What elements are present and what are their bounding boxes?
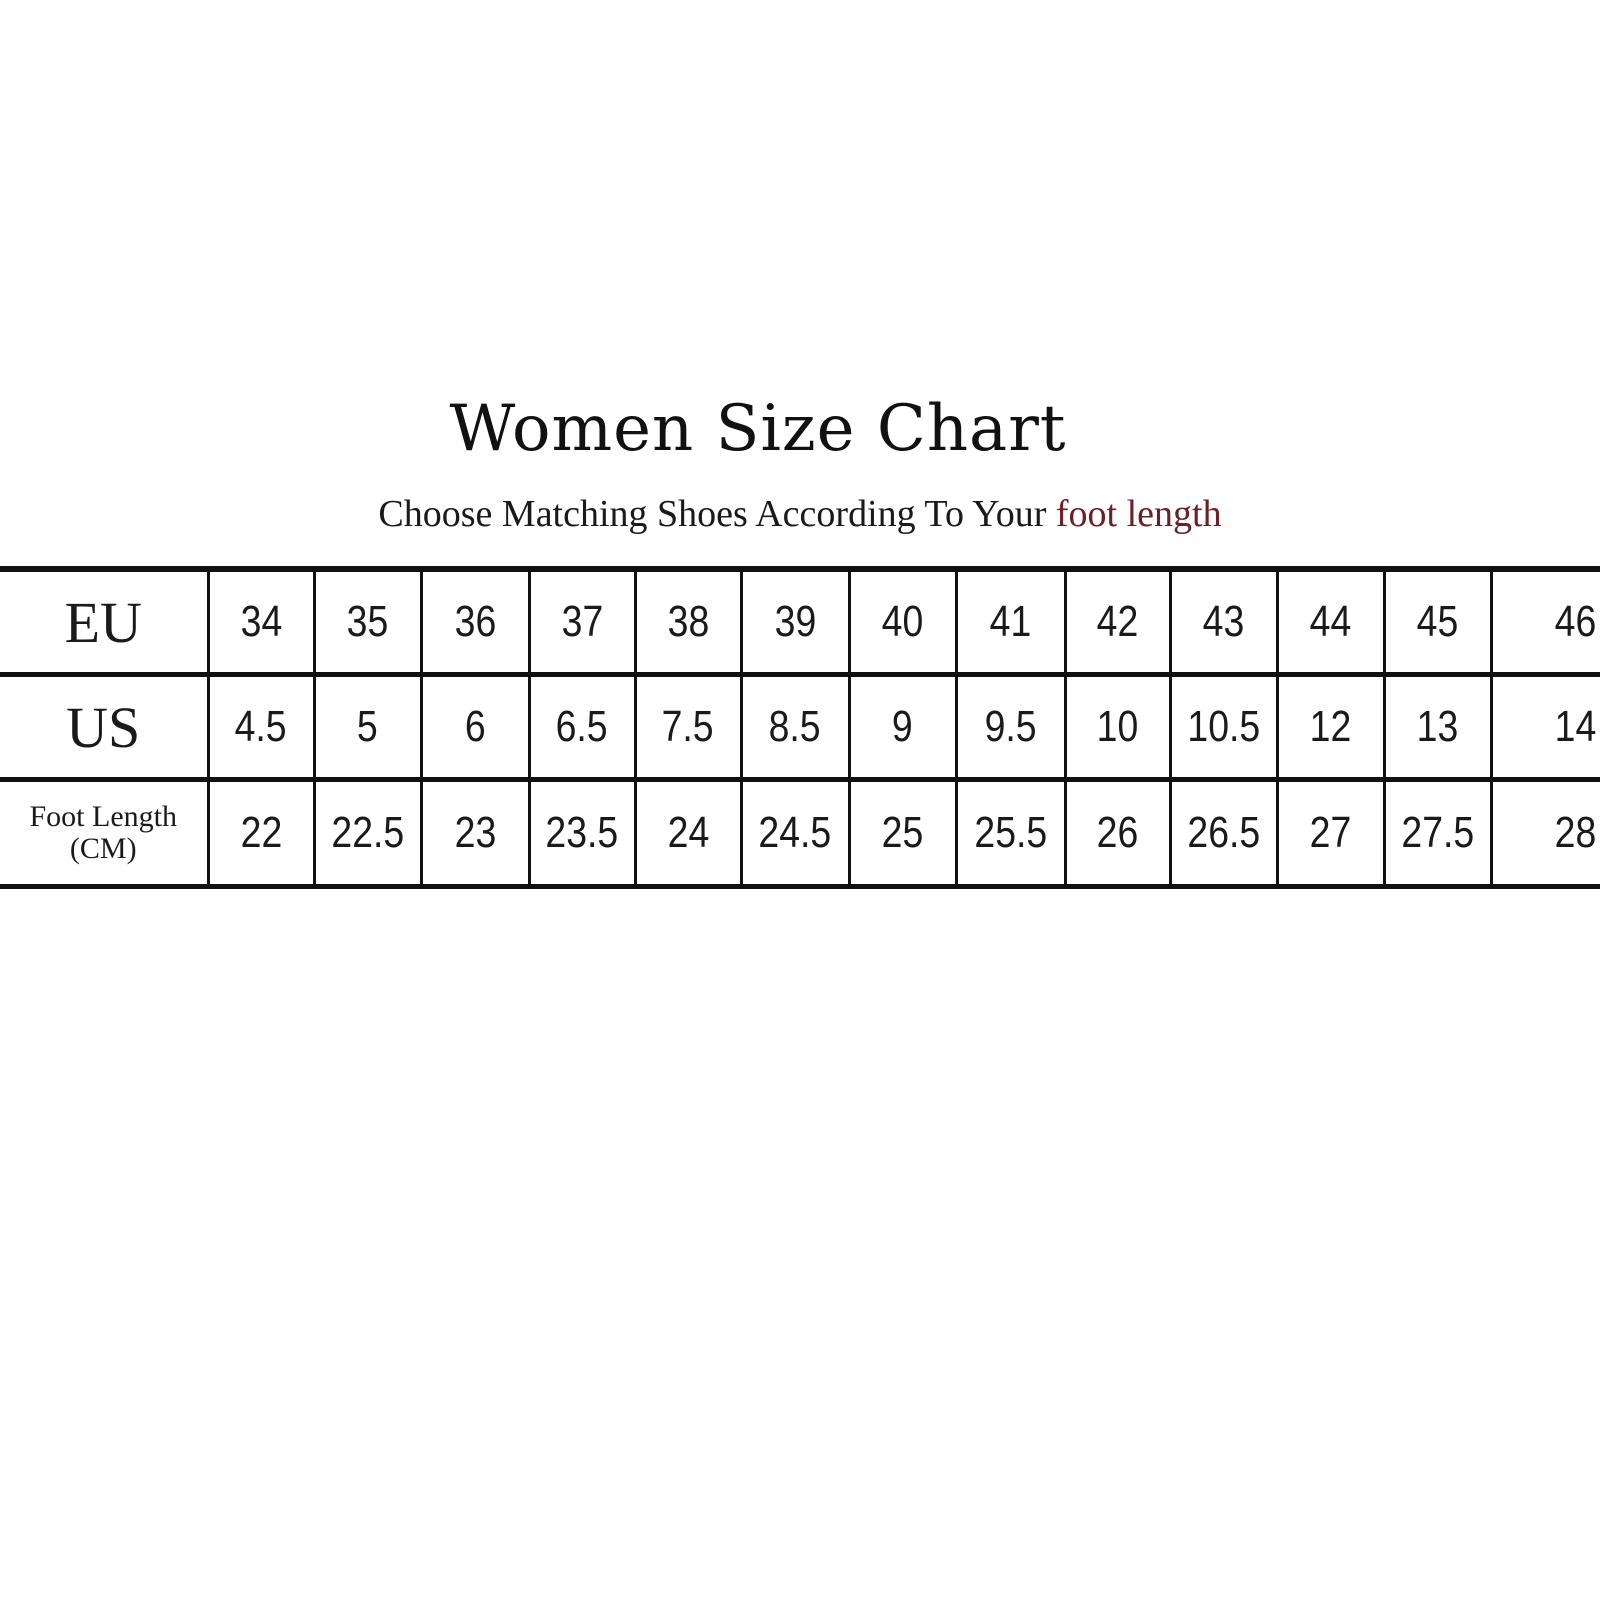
table-cell: 43 bbox=[1168, 566, 1279, 677]
cell-value: 44 bbox=[1309, 597, 1352, 646]
cell-value: 9.5 bbox=[984, 702, 1037, 751]
cell-value: 34 bbox=[240, 597, 282, 646]
cell-value: 28 bbox=[1554, 808, 1597, 857]
cell-value: 22 bbox=[240, 808, 282, 857]
cell-value: 25 bbox=[881, 808, 924, 857]
subtitle-text: Choose Matching Shoes According To Your bbox=[378, 493, 1056, 535]
table-cell: 34 bbox=[206, 566, 316, 677]
cell-value: 6.5 bbox=[555, 702, 608, 751]
row-label: US bbox=[66, 694, 141, 760]
table-cell: 14 bbox=[1489, 673, 1600, 782]
table-cell: 41 bbox=[954, 566, 1067, 677]
table-cell: 39 bbox=[739, 566, 851, 677]
table-cell: 6.5 bbox=[527, 673, 637, 782]
table-cell: 12 bbox=[1275, 673, 1386, 782]
table-cell: 10.5 bbox=[1168, 673, 1279, 782]
table-cell: 27.5 bbox=[1382, 778, 1493, 889]
subtitle-highlight: foot length bbox=[1055, 493, 1222, 535]
cell-value: 10 bbox=[1096, 702, 1139, 751]
cell-value: 25.5 bbox=[974, 808, 1047, 857]
row-sublabel: (CM) bbox=[69, 832, 137, 865]
cell-value: 22.5 bbox=[331, 808, 404, 857]
cell-value: 8.5 bbox=[768, 702, 821, 751]
size-table: EU 34 35 36 37 38 39 40 41 42 43 44 45 46 US 4.5 5 6 6.5 7.… bbox=[0, 566, 1600, 889]
cell-value: 37 bbox=[561, 597, 603, 646]
table-row: EU 34 35 36 37 38 39 40 41 42 43 44 45 46 bbox=[0, 566, 1600, 677]
table-cell: 10 bbox=[1063, 673, 1172, 782]
cell-value: 39 bbox=[774, 597, 816, 646]
cell-value: 46 bbox=[1554, 597, 1597, 646]
table-cell: 23 bbox=[419, 778, 531, 889]
cell-value: 14 bbox=[1554, 702, 1597, 751]
table-cell: 22.5 bbox=[312, 778, 423, 889]
row-header: Foot Length (CM) bbox=[0, 778, 210, 889]
row-header: EU bbox=[0, 566, 210, 677]
chart-subtitle: Choose Matching Shoes According To Your … bbox=[0, 492, 1600, 536]
cell-value: 26.5 bbox=[1187, 808, 1260, 857]
cell-value: 23 bbox=[454, 808, 496, 857]
cell-value: 41 bbox=[989, 597, 1032, 646]
table-cell: 27 bbox=[1275, 778, 1386, 889]
table-cell: 22 bbox=[206, 778, 316, 889]
chart-title: Women Size Chart bbox=[449, 392, 1067, 466]
cell-value: 24.5 bbox=[758, 808, 832, 857]
table-cell: 13 bbox=[1382, 673, 1493, 782]
cell-value: 7.5 bbox=[661, 702, 714, 751]
cell-value: 23.5 bbox=[545, 808, 619, 857]
cell-value: 42 bbox=[1096, 597, 1139, 646]
cell-value: 40 bbox=[881, 597, 924, 646]
table-cell: 5 bbox=[312, 673, 423, 782]
table-row: Foot Length (CM) 22 22.5 23 23.5 24 24.5 25 25.5 2… bbox=[0, 778, 1600, 889]
table-cell: 9.5 bbox=[954, 673, 1067, 782]
table-cell: 9 bbox=[847, 673, 958, 782]
table-cell: 37 bbox=[527, 566, 637, 677]
cell-value: 43 bbox=[1202, 597, 1245, 646]
cell-value: 35 bbox=[346, 597, 389, 646]
table-cell: 8.5 bbox=[739, 673, 851, 782]
table-cell: 26 bbox=[1063, 778, 1172, 889]
cell-value: 5 bbox=[357, 702, 378, 751]
cell-value: 26 bbox=[1096, 808, 1139, 857]
table-cell: 38 bbox=[633, 566, 743, 677]
table-cell: 7.5 bbox=[633, 673, 743, 782]
table-cell: 25 bbox=[847, 778, 958, 889]
cell-value: 27 bbox=[1309, 808, 1352, 857]
cell-value: 10.5 bbox=[1187, 702, 1260, 751]
table-cell: 28 bbox=[1489, 778, 1600, 889]
cell-value: 36 bbox=[454, 597, 496, 646]
table-cell: 26.5 bbox=[1168, 778, 1279, 889]
cell-value: 24 bbox=[667, 808, 709, 857]
table-cell: 46 bbox=[1489, 566, 1600, 677]
table-cell: 36 bbox=[419, 566, 531, 677]
table-cell: 42 bbox=[1063, 566, 1172, 677]
row-label: Foot Length bbox=[29, 800, 178, 833]
cell-value: 12 bbox=[1309, 702, 1352, 751]
table-row: US 4.5 5 6 6.5 7.5 8.5 9 9.5 10 10.5 12 13 14 bbox=[0, 673, 1600, 782]
cell-value: 4.5 bbox=[234, 702, 287, 751]
cell-value: 13 bbox=[1416, 702, 1459, 751]
table-cell: 45 bbox=[1382, 566, 1493, 677]
cell-value: 6 bbox=[464, 702, 486, 751]
table-cell: 24.5 bbox=[739, 778, 851, 889]
table-cell: 25.5 bbox=[954, 778, 1067, 889]
cell-value: 45 bbox=[1416, 597, 1459, 646]
table-cell: 24 bbox=[633, 778, 743, 889]
table-cell: 6 bbox=[419, 673, 531, 782]
table-cell: 4.5 bbox=[206, 673, 316, 782]
table-cell: 44 bbox=[1275, 566, 1386, 677]
table-cell: 40 bbox=[847, 566, 958, 677]
cell-value: 38 bbox=[667, 597, 709, 646]
cell-value: 9 bbox=[892, 702, 913, 751]
cell-value: 27.5 bbox=[1401, 808, 1474, 857]
row-label: EU bbox=[64, 589, 142, 655]
table-cell: 35 bbox=[312, 566, 423, 677]
table-cell: 23.5 bbox=[527, 778, 637, 889]
row-header: US bbox=[0, 673, 210, 782]
